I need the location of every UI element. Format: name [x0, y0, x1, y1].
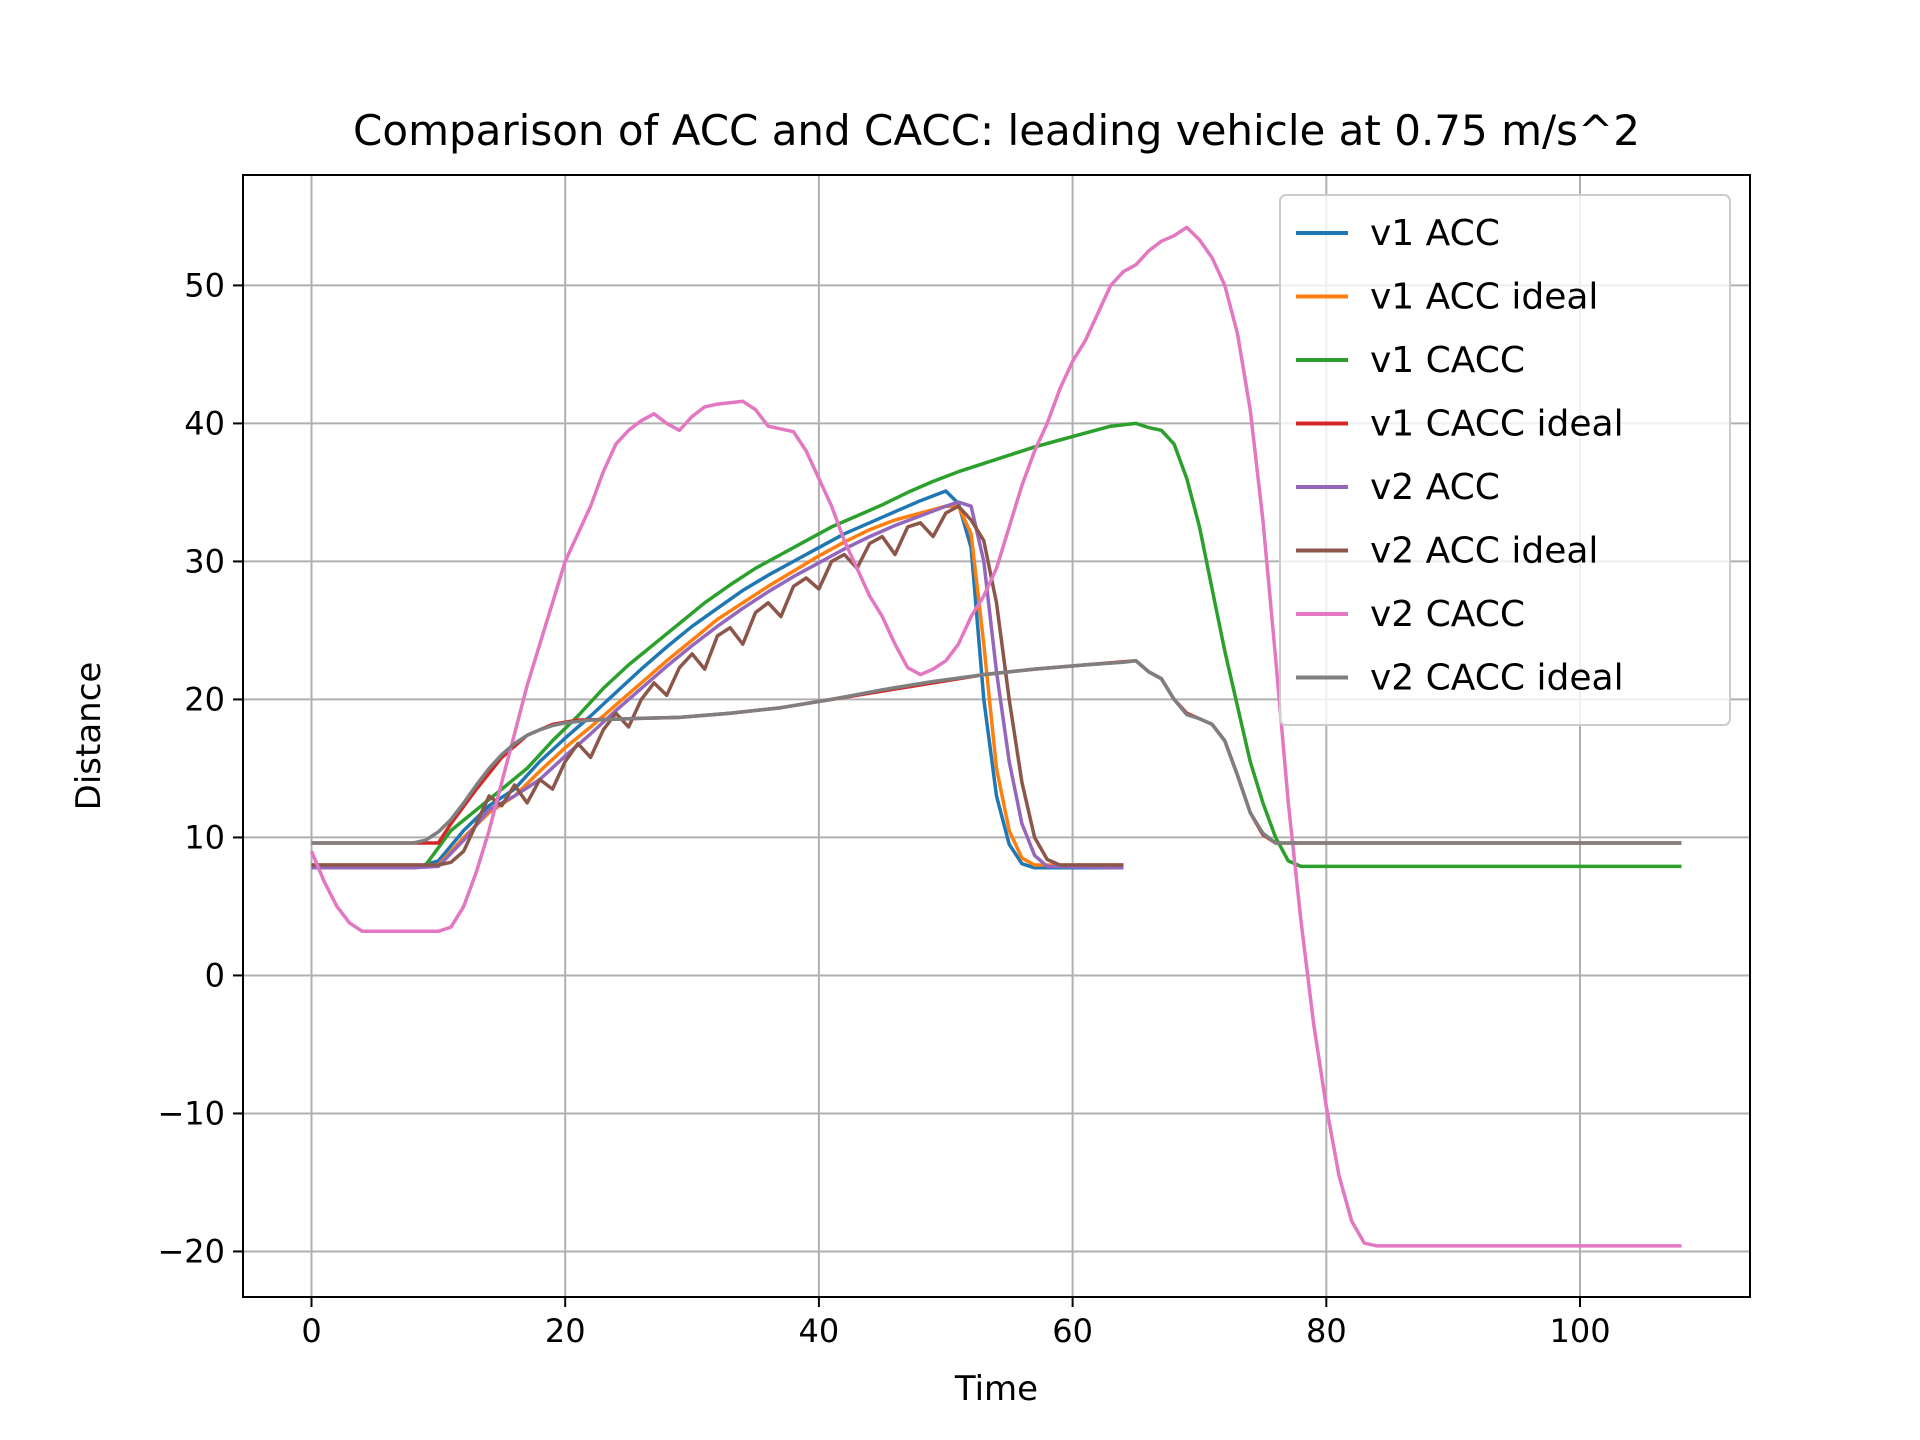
x-tick-label: 20 — [545, 1312, 586, 1350]
legend-label: v1 ACC — [1370, 213, 1500, 254]
legend-label: v1 ACC ideal — [1370, 277, 1598, 318]
series-lines — [309, 225, 1682, 1248]
y-tick-label: 50 — [184, 266, 225, 304]
legend: v1 ACC v1 ACC ideal v1 CACC v1 CACC ideal v2… — [1279, 194, 1731, 726]
legend-label: v2 CACC — [1370, 594, 1525, 635]
y-tick-label: 20 — [184, 680, 225, 718]
y-axis-label: Distance — [69, 662, 109, 811]
y-tick-label: −10 — [157, 1094, 225, 1132]
legend-label: v1 CACC ideal — [1370, 404, 1624, 445]
x-tick-label: 60 — [1052, 1312, 1093, 1350]
legend-label: v2 ACC ideal — [1370, 531, 1598, 572]
legend-label: v2 ACC — [1370, 467, 1500, 508]
x-tick-label: 40 — [799, 1312, 840, 1350]
legend-label: v2 CACC ideal — [1370, 658, 1624, 699]
y-tick-label: 40 — [184, 404, 225, 442]
y-tick-label: −20 — [157, 1232, 225, 1270]
y-tick-label: 10 — [184, 818, 225, 856]
series-line-v2-cacc — [309, 225, 1682, 1248]
plot-frame — [242, 174, 1751, 1298]
x-tick-label: 100 — [1549, 1312, 1610, 1350]
series-line-v2-acc-ideal — [311, 504, 1124, 867]
legend-box — [1279, 194, 1731, 726]
series-line-v1-cacc — [311, 421, 1682, 870]
y-tick-label: 30 — [184, 542, 225, 580]
x-axis-label: Time — [954, 1369, 1038, 1409]
series-line-v2-cacc-ideal — [311, 659, 1682, 845]
x-tick-label: 80 — [1306, 1312, 1347, 1350]
x-tick-label: 0 — [301, 1312, 321, 1350]
axis-ticks: 0 20 40 60 80 100 −20 −10 0 10 20 30 40 50 — [157, 266, 1610, 1350]
legend-label: v1 CACC — [1370, 340, 1525, 381]
series-line-v2-acc — [311, 500, 1124, 870]
y-tick-label: 0 — [205, 956, 225, 994]
chart-title: Comparison of ACC and CACC: leading vehi… — [353, 106, 1640, 155]
